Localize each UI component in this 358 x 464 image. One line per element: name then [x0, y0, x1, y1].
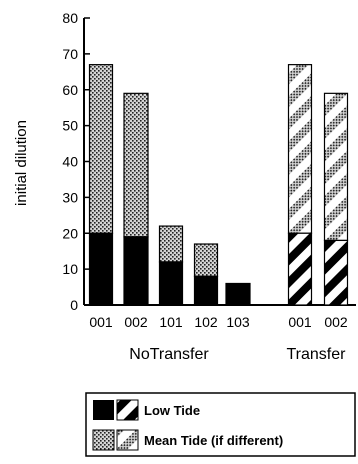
- y-tick-label: 10: [62, 261, 78, 277]
- bar-notransfer-001: [88, 64, 114, 306]
- bar-notransfer-102: [193, 243, 219, 306]
- bar-low-tide-notransfer-002: [123, 236, 149, 306]
- y-tick-label: 50: [62, 118, 78, 134]
- y-tick-label: 40: [62, 154, 78, 170]
- bar-mean-tide-transfer-001: [287, 64, 313, 234]
- bar-notransfer-103: [225, 282, 251, 306]
- bar-transfer-001: [287, 64, 313, 306]
- y-tick-label: 60: [62, 82, 78, 98]
- legend: Low Tide Mean Tide (if different): [85, 392, 356, 457]
- y-tick-label: 30: [62, 189, 78, 205]
- group-label-transfer: Transfer: [287, 346, 347, 363]
- y-tick-label: 0: [70, 297, 78, 313]
- x-tick-label: 002: [324, 314, 348, 330]
- legend-low-solid-swatch: [93, 400, 114, 420]
- y-axis-label: initial dilution: [13, 120, 30, 206]
- bar-notransfer-101: [158, 225, 184, 306]
- bar-mean-tide-notransfer-102: [193, 243, 219, 277]
- x-tick-label: 002: [124, 314, 148, 330]
- bars: [88, 64, 349, 306]
- y-tick-label: 70: [62, 46, 78, 62]
- y-tick-label: 20: [62, 225, 78, 241]
- bar-low-tide-notransfer-101: [158, 261, 184, 306]
- legend-low-label: Low Tide: [144, 403, 200, 418]
- bar-mean-tide-notransfer-101: [158, 225, 184, 263]
- y-axis: 0 10 20 30 40 50 60 70 80: [62, 10, 356, 313]
- bar-low-tide-notransfer-102: [193, 275, 219, 306]
- x-tick-label: 102: [194, 314, 218, 330]
- group-label-notransfer: NoTransfer: [129, 346, 209, 363]
- legend-mean-solid-swatch: [92, 429, 115, 451]
- bar-low-tide-transfer-002: [323, 239, 349, 306]
- bar-mean-tide-transfer-002: [323, 92, 349, 242]
- x-tick-label: 101: [159, 314, 183, 330]
- bar-low-tide-notransfer-001: [88, 232, 114, 306]
- bar-mean-tide-notransfer-002: [123, 92, 149, 238]
- x-tick-label: 001: [288, 314, 312, 330]
- y-tick-label: 80: [62, 10, 78, 26]
- legend-mean-label: Mean Tide (if different): [144, 433, 283, 448]
- bar-transfer-002: [323, 92, 349, 306]
- bar-notransfer-002: [123, 92, 149, 306]
- legend-mean-hatched-swatch: [116, 429, 139, 451]
- bar-mean-tide-notransfer-001: [88, 64, 114, 234]
- legend-low-hatched-swatch: [116, 399, 139, 421]
- bar-low-tide-notransfer-103: [225, 282, 251, 306]
- x-tick-label: 103: [226, 314, 250, 330]
- x-tick-label: 001: [89, 314, 113, 330]
- bar-low-tide-transfer-001: [287, 232, 313, 306]
- x-tick-labels: 001 002 101 102 103 001 002: [89, 314, 348, 330]
